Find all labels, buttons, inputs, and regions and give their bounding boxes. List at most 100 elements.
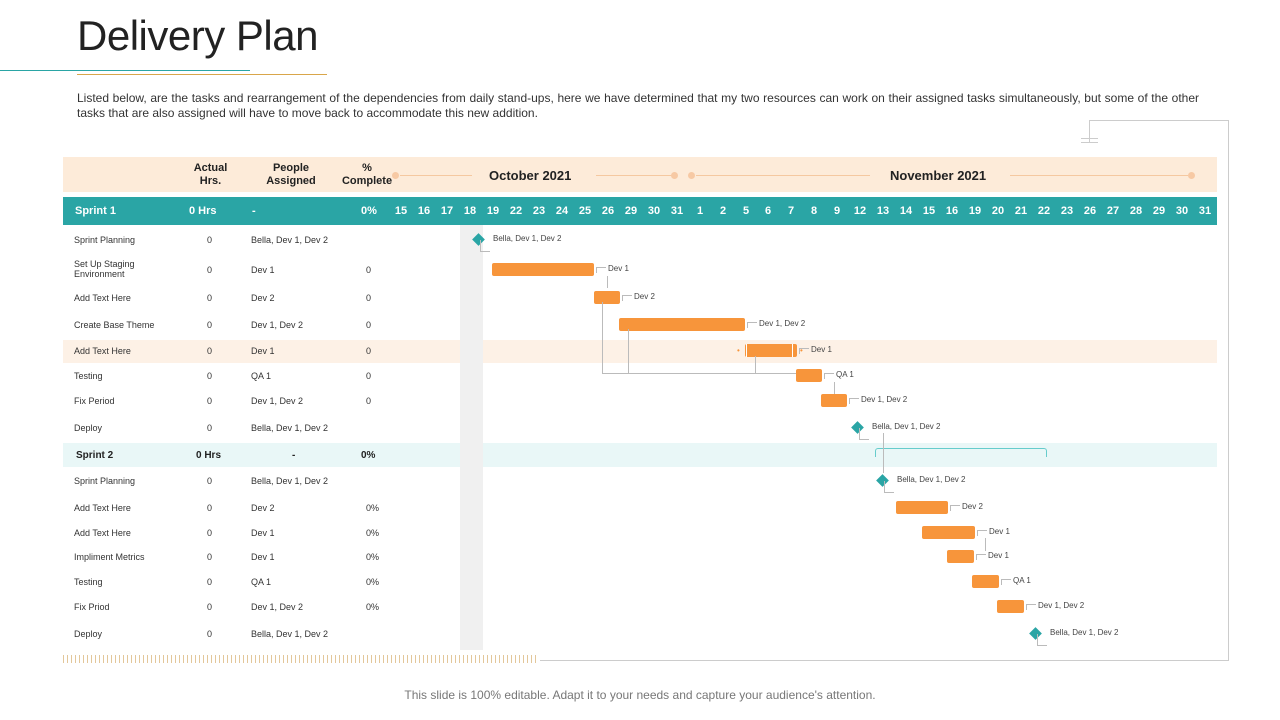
dependency-line: [834, 382, 835, 394]
task-bar: [821, 394, 847, 407]
bar-label: Dev 1: [811, 345, 832, 354]
task-name: Add Text Here: [74, 293, 131, 303]
day-label: 16: [945, 205, 959, 217]
connector-line: [950, 505, 960, 511]
bar-label: Bella, Dev 1, Dev 2: [897, 475, 966, 484]
day-label: 2: [719, 205, 727, 217]
frame-line: [1081, 138, 1098, 139]
decorative-hatch: [63, 655, 538, 663]
connector-line: [859, 428, 869, 440]
task-complete: 0%: [366, 503, 380, 513]
task-people: Dev 1: [251, 528, 275, 538]
day-label: 5: [742, 205, 750, 217]
dependency-line: [607, 276, 608, 288]
handle-dot: •: [800, 346, 803, 355]
task-people: Dev 2: [251, 503, 275, 513]
day-label: 19: [486, 205, 500, 217]
day-label: 20: [991, 205, 1005, 217]
day-label: 14: [899, 205, 913, 217]
day-label: 30: [647, 205, 661, 217]
day-label: 13: [876, 205, 890, 217]
task-complete: 0: [366, 396, 372, 406]
day-label: 12: [853, 205, 867, 217]
month-november: November 2021: [890, 168, 987, 183]
task-people: QA 1: [251, 371, 272, 381]
task-people: Dev 1: [251, 552, 275, 562]
footer-text: This slide is 100% editable. Adapt it to…: [404, 688, 876, 702]
task-hrs: 0: [207, 552, 213, 562]
frame-line: [1089, 120, 1090, 142]
day-label: 15: [922, 205, 936, 217]
day-label: 31: [670, 205, 684, 217]
task-hrs: 0: [207, 503, 213, 513]
task-complete: 0%: [366, 552, 380, 562]
task-name: Testing: [74, 371, 103, 381]
task-name: Sprint Planning: [74, 476, 136, 486]
page-title: Delivery Plan: [77, 12, 318, 59]
task-hrs: 0: [207, 577, 213, 587]
timeline-dot: [1188, 172, 1195, 179]
sprint2-bracket: [875, 448, 1047, 457]
handle-dot: •: [737, 346, 740, 355]
task-bar: [619, 318, 745, 331]
day-label: 19: [968, 205, 982, 217]
day-label: 18: [463, 205, 477, 217]
task-complete: 0%: [366, 577, 380, 587]
task-bar: [594, 291, 620, 304]
day-label: 23: [1060, 205, 1074, 217]
task-bar: [796, 369, 822, 382]
task-hrs: 0: [207, 629, 213, 639]
day-label: 29: [624, 205, 638, 217]
frame-line: [1081, 142, 1098, 143]
col-header-hrs: Actual Hrs.: [193, 162, 228, 187]
task-bar: [947, 550, 974, 563]
day-label: 27: [1106, 205, 1120, 217]
task-bar: [997, 600, 1024, 613]
connector-line: [480, 240, 490, 252]
table-header: [63, 157, 1217, 192]
task-name: Impliment Metrics: [74, 552, 145, 562]
day-label: 7: [787, 205, 795, 217]
bar-label: Dev 2: [634, 292, 655, 301]
highlight-row: [63, 340, 1217, 363]
day-label: 29: [1152, 205, 1166, 217]
frame-line: [540, 660, 1229, 661]
day-label: 23: [532, 205, 546, 217]
day-label: 22: [509, 205, 523, 217]
task-name: Sprint Planning: [74, 235, 136, 245]
sprint1-name: Sprint 1: [75, 205, 116, 217]
task-hrs: 0: [207, 320, 213, 330]
task-hrs: 0: [207, 602, 213, 612]
connector-line: [824, 373, 834, 379]
task-complete: 0: [366, 346, 372, 356]
bar-label: Bella, Dev 1, Dev 2: [872, 422, 941, 431]
task-complete: 0: [366, 320, 372, 330]
bar-handle: [746, 344, 747, 357]
task-name: Add Text Here: [74, 503, 131, 513]
connector-line: [747, 322, 757, 328]
task-name: Deploy: [74, 423, 103, 433]
task-bar: [922, 526, 975, 539]
task-bar: [896, 501, 948, 514]
day-label: 8: [810, 205, 818, 217]
task-hrs: 0: [207, 396, 213, 406]
bar-label: Dev 2: [962, 502, 983, 511]
sprint2-people: -: [292, 450, 296, 461]
day-label: 24: [555, 205, 569, 217]
timeline-line: [1010, 175, 1188, 176]
bar-label: Bella, Dev 1, Dev 2: [1050, 628, 1119, 637]
bar-label: QA 1: [1013, 576, 1031, 585]
connector-line: [977, 530, 987, 536]
day-label: 17: [440, 205, 454, 217]
day-label: 26: [601, 205, 615, 217]
sprint2-complete: 0%: [361, 450, 376, 461]
task-people: QA 1: [251, 577, 272, 587]
dependency-line: [602, 302, 796, 374]
task-complete: 0: [366, 293, 372, 303]
dependency-line: [628, 329, 629, 374]
connector-line: [1037, 634, 1047, 646]
day-label: 22: [1037, 205, 1051, 217]
day-label: 16: [417, 205, 431, 217]
task-people: Dev 2: [251, 293, 275, 303]
task-bar: [745, 344, 797, 357]
